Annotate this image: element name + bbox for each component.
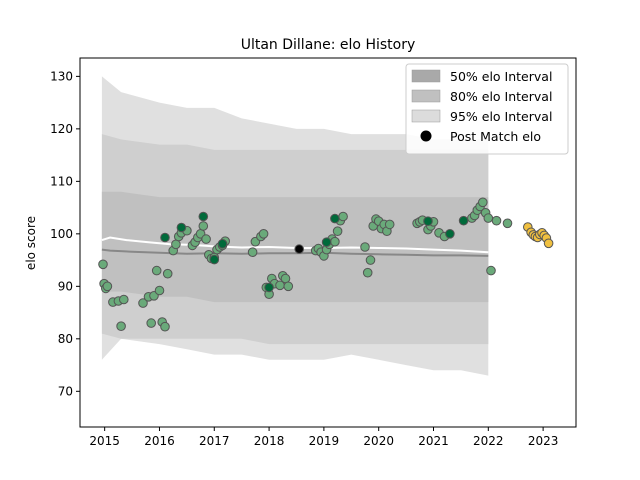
data-point-0-15	[160, 321, 170, 332]
data-point-0-84	[491, 215, 502, 226]
x-tick-label-4: 2019	[309, 434, 340, 448]
mean-line-1	[101, 248, 489, 257]
data-point-0-67	[384, 219, 395, 230]
post-match-points	[98, 197, 554, 332]
x-tick-label-1: 2016	[144, 434, 175, 448]
data-point-0-16	[162, 268, 173, 279]
data-point-0-58	[360, 242, 370, 252]
data-point-0-55	[332, 226, 343, 236]
x-tick-label-5: 2020	[363, 434, 394, 448]
y-axis-label: elo score	[24, 216, 38, 270]
data-point-0-57	[338, 211, 348, 222]
x-tick-label-3: 2018	[254, 434, 285, 448]
y-tick-label-5: 120	[50, 122, 73, 136]
y-tick-label-6: 130	[50, 69, 73, 83]
legend-label-1: 80% elo Interval	[450, 89, 552, 104]
data-point-0-3	[102, 281, 113, 292]
data-point-0-59	[362, 267, 373, 278]
data-point-1-10	[458, 215, 469, 226]
data-point-1-3	[209, 254, 220, 265]
legend-swatch-2	[411, 109, 441, 123]
data-point-0-38	[258, 229, 269, 239]
interval-bands	[101, 76, 489, 376]
data-point-0-13	[154, 285, 165, 296]
data-point-0-80	[478, 197, 488, 208]
legend-marker-3	[420, 130, 432, 142]
data-point-1-2	[198, 211, 209, 222]
x-tick-label-6: 2021	[418, 434, 449, 448]
y-tick-label-0: 70	[58, 384, 73, 398]
data-point-1-0	[160, 232, 170, 243]
data-point-0-27	[201, 234, 211, 244]
legend-swatch-1	[411, 89, 441, 103]
x-tick-label-7: 2022	[473, 434, 504, 448]
chart-title: Ultan Dillane: elo History	[241, 37, 416, 53]
mean-line-0	[101, 236, 489, 254]
data-point-0-85	[502, 218, 513, 229]
data-point-1-1	[176, 222, 187, 233]
axes: 2015 2016 2017 2018 2019 2020 2021 2022 2023 70 80…	[50, 57, 577, 448]
data-point-1-9	[445, 229, 455, 239]
data-point-3-9	[543, 238, 554, 249]
data-point-1-4	[217, 239, 228, 249]
data-point-0-82	[483, 213, 494, 223]
y-tick-label-2: 90	[58, 279, 73, 293]
data-point-0-83	[486, 265, 496, 276]
data-point-0-46	[283, 281, 294, 292]
data-point-0-26	[198, 221, 209, 231]
data-point-1-5	[264, 282, 274, 293]
y-tick-label-4: 110	[50, 174, 73, 188]
data-point-1-7	[330, 213, 340, 224]
plot-frame	[79, 57, 577, 428]
legend-label-2: 95% elo Interval	[450, 109, 552, 124]
x-tick-label-8: 2023	[528, 434, 559, 448]
data-point-0-60	[365, 255, 376, 265]
legend-label-3: Post Match elo	[450, 129, 541, 144]
legend-box	[405, 63, 569, 155]
mean-lines	[101, 236, 489, 257]
data-point-0-0	[98, 259, 108, 270]
data-point-1-8	[423, 216, 433, 226]
y-tick-label-3: 100	[50, 227, 73, 241]
data-point-0-12	[151, 265, 162, 276]
data-point-0-8	[138, 298, 148, 308]
data-point-1-6	[321, 237, 332, 247]
legend-label-0: 50% elo Interval	[450, 69, 552, 84]
legend-swatch-0	[411, 69, 441, 83]
data-point-0-6	[116, 321, 126, 332]
data-point-0-54	[330, 236, 340, 247]
data-point-0-10	[146, 318, 156, 328]
legend: 50% elo Interval 80% elo Interval 95% elo …	[405, 63, 569, 155]
data-point-0-35	[247, 247, 258, 257]
data-point-2-0	[294, 244, 305, 254]
x-tick-label-0: 2015	[89, 434, 120, 448]
x-tick-label-2: 2017	[199, 434, 230, 448]
data-point-0-7	[119, 294, 129, 305]
y-tick-label-1: 80	[58, 332, 73, 346]
